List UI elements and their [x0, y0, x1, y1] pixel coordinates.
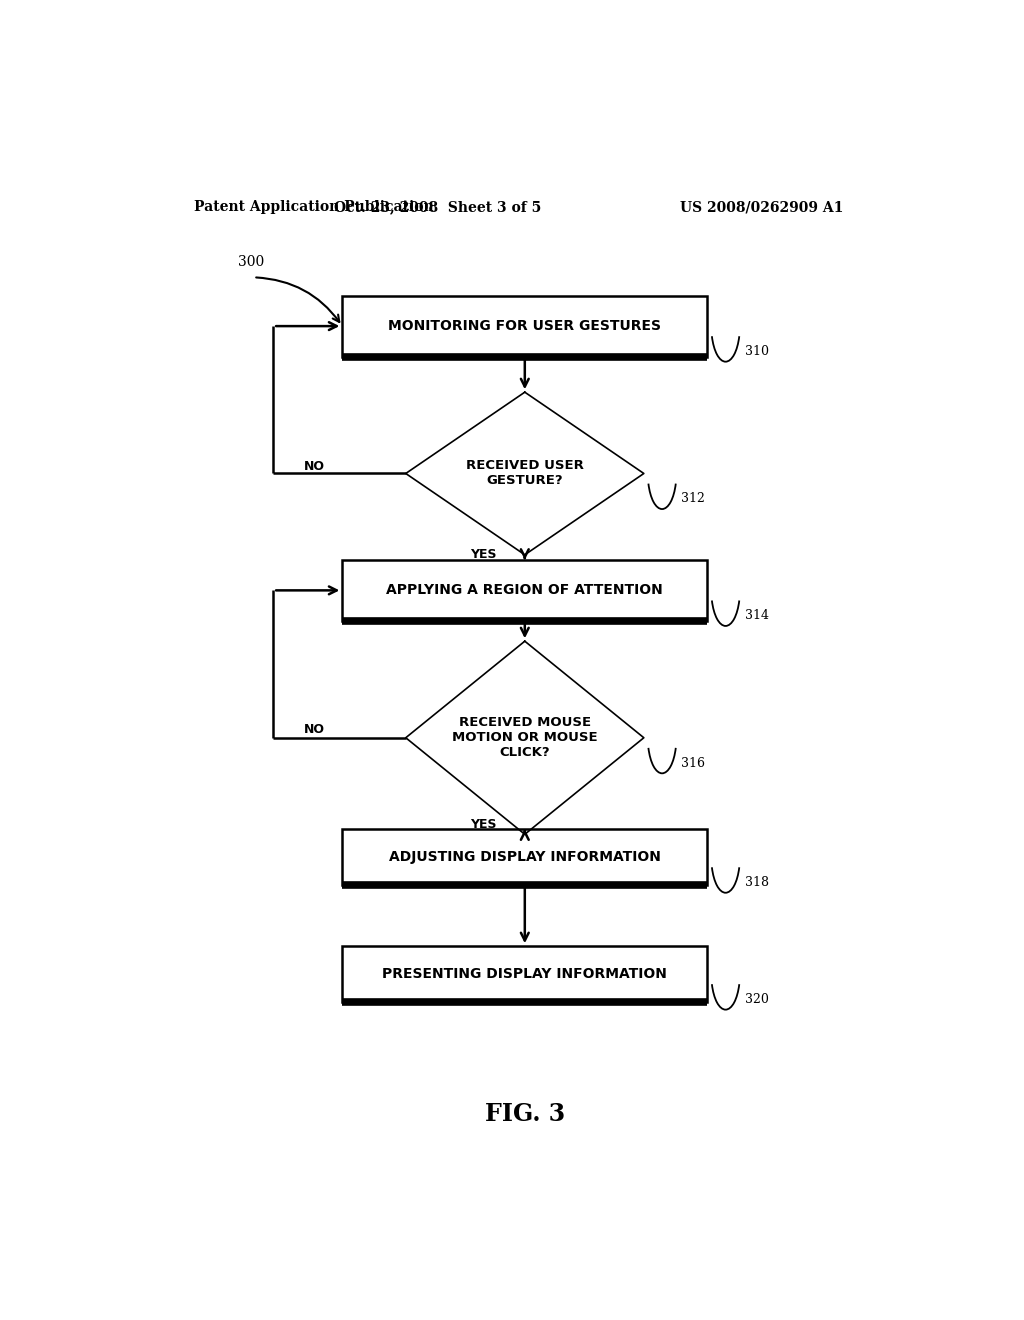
Text: 320: 320	[744, 993, 768, 1006]
Text: 316: 316	[681, 756, 706, 770]
Bar	[342, 829, 708, 886]
Text: YES: YES	[470, 548, 497, 561]
Text: RECEIVED USER
GESTURE?: RECEIVED USER GESTURE?	[466, 459, 584, 487]
Bar	[342, 296, 708, 356]
Text: MONITORING FOR USER GESTURES: MONITORING FOR USER GESTURES	[388, 319, 662, 333]
Text: US 2008/0262909 A1: US 2008/0262909 A1	[680, 201, 843, 214]
Text: NO: NO	[304, 459, 325, 473]
Text: APPLYING A REGION OF ATTENTION: APPLYING A REGION OF ATTENTION	[386, 583, 664, 598]
Text: FIG. 3: FIG. 3	[484, 1102, 565, 1126]
Text: PRESENTING DISPLAY INFORMATION: PRESENTING DISPLAY INFORMATION	[382, 968, 668, 981]
Text: NO: NO	[304, 723, 325, 737]
Text: ADJUSTING DISPLAY INFORMATION: ADJUSTING DISPLAY INFORMATION	[389, 850, 660, 865]
Bar	[342, 946, 708, 1002]
Text: YES: YES	[470, 817, 497, 830]
Text: 310: 310	[744, 345, 769, 358]
Text: 314: 314	[744, 610, 769, 622]
Text: 312: 312	[681, 492, 705, 506]
Text: Oct. 23, 2008  Sheet 3 of 5: Oct. 23, 2008 Sheet 3 of 5	[334, 201, 541, 214]
Text: Patent Application Publication: Patent Application Publication	[194, 201, 433, 214]
Bar	[342, 560, 708, 620]
Text: RECEIVED MOUSE
MOTION OR MOUSE
CLICK?: RECEIVED MOUSE MOTION OR MOUSE CLICK?	[452, 717, 598, 759]
Text: 318: 318	[744, 876, 769, 890]
Text: 300: 300	[238, 255, 264, 269]
